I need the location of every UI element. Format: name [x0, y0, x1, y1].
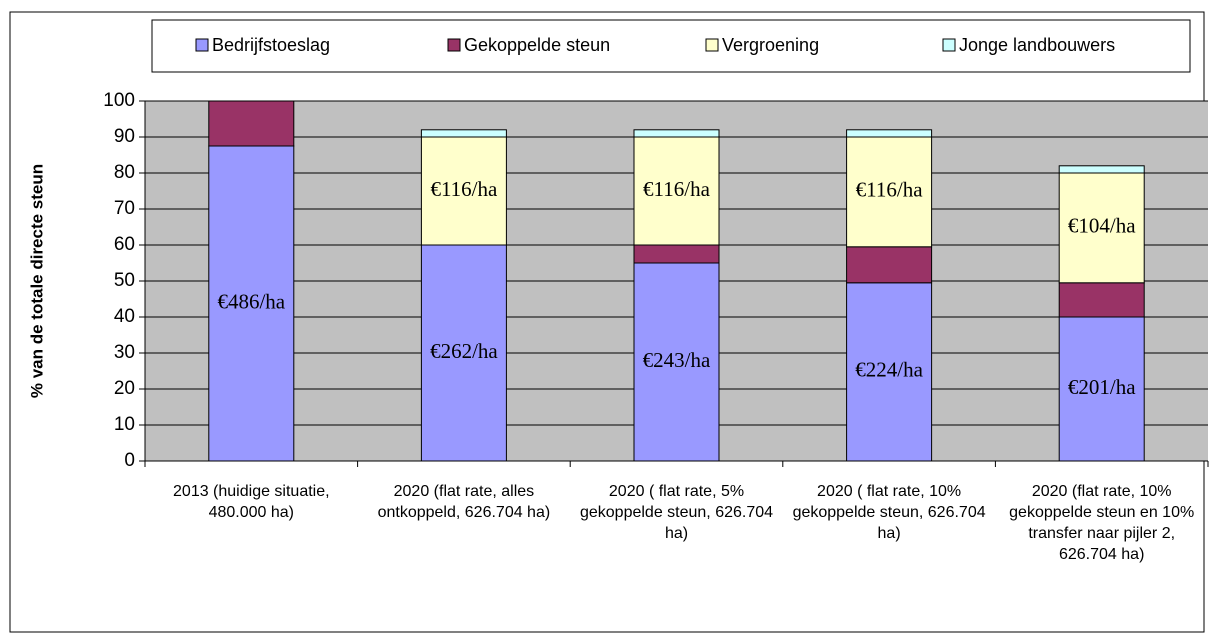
- legend-swatch: [705, 38, 719, 52]
- segment-annotation: €243/ha: [643, 348, 711, 372]
- segment-annotation: €486/ha: [217, 289, 285, 313]
- bar-segment: [846, 246, 933, 284]
- segment-annotation: €104/ha: [1068, 214, 1136, 238]
- y-tick-label: 80: [114, 162, 135, 183]
- segment-annotation: €224/ha: [855, 358, 923, 382]
- bar-segment: [633, 129, 720, 138]
- y-tick-label: 0: [124, 450, 135, 471]
- bar-segment: [208, 145, 295, 462]
- bar-segment: [420, 129, 507, 138]
- bar-segment: [633, 244, 720, 264]
- y-tick-label: 40: [114, 306, 135, 327]
- x-tick-label: 2020 (flat rate, 10% gekoppelde steun en…: [1009, 483, 1195, 563]
- segment-annotation: €116/ha: [430, 177, 498, 201]
- segment-annotation: €116/ha: [643, 177, 711, 201]
- x-tick-label: 2020 ( flat rate, 10% gekoppelde steun, …: [792, 483, 986, 542]
- bar-segment: [420, 244, 507, 462]
- bar-segment: [1058, 316, 1145, 462]
- bar-segment: [208, 100, 295, 147]
- segment-annotation: €116/ha: [856, 178, 924, 202]
- bar-segment: [846, 282, 933, 462]
- bar-segment: [846, 129, 933, 138]
- y-tick-label: 90: [114, 126, 135, 147]
- segment-annotation: €201/ha: [1068, 375, 1136, 399]
- bar-segment: [1058, 282, 1145, 318]
- x-tick-label: 2013 (huidige situatie, 480.000 ha): [173, 483, 330, 521]
- y-tick-label: 100: [103, 90, 135, 111]
- legend-label: Jonge landbouwers: [959, 35, 1115, 55]
- bar-segment: [633, 136, 720, 246]
- legend-box: [151, 19, 1191, 73]
- bar-segment: [1058, 165, 1145, 174]
- bar-segment: [633, 262, 720, 462]
- y-tick-label: 70: [114, 198, 135, 219]
- y-tick-label: 10: [114, 414, 135, 435]
- legend-swatch: [195, 38, 209, 52]
- y-tick-label: 30: [114, 342, 135, 363]
- y-tick-label: 60: [114, 234, 135, 255]
- legend-swatch: [447, 38, 461, 52]
- legend-swatch: [942, 38, 956, 52]
- y-axis-label: % van de totale directe steun: [27, 164, 46, 398]
- legend-label: Gekoppelde steun: [464, 35, 610, 55]
- x-tick-label: 2020 (flat rate, alles ontkoppeld, 626.7…: [377, 483, 551, 521]
- bar-segment: [1058, 172, 1145, 284]
- y-tick-label: 20: [114, 378, 135, 399]
- x-tick-label: 2020 ( flat rate, 5% gekoppelde steun, 6…: [579, 483, 774, 542]
- bar-segment: [420, 136, 507, 246]
- y-tick-label: 50: [114, 270, 135, 291]
- legend-label: Vergroening: [722, 35, 819, 55]
- bar-segment: [846, 136, 933, 248]
- segment-annotation: €262/ha: [430, 339, 498, 363]
- legend-label: Bedrijfstoeslag: [212, 35, 330, 55]
